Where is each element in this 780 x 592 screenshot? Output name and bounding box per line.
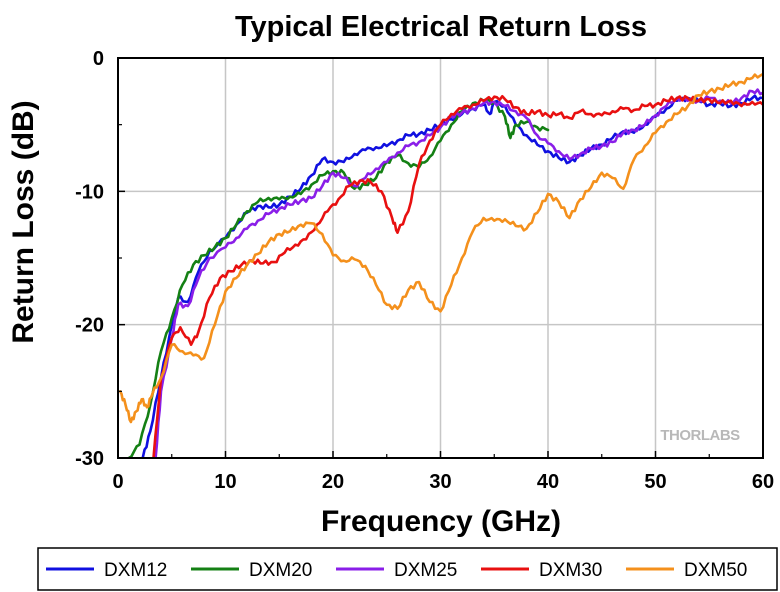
series-line-dxm30 — [152, 95, 763, 458]
x-tick-label: 50 — [644, 471, 666, 493]
series-line-dxm25 — [154, 88, 763, 458]
axes: 0 10 20 30 40 50 60 0 -10 -20 -30 — [75, 48, 774, 493]
series-line-dxm20 — [127, 97, 550, 458]
thorlabs-watermark: THORLABS — [660, 427, 740, 444]
chart-title: Typical Electrical Return Loss — [235, 11, 647, 43]
y-tick-label: -10 — [75, 181, 104, 203]
y-tick-label: 0 — [93, 48, 104, 70]
legend-label-dxm25: DXM25 — [394, 560, 457, 581]
x-tick-label: 40 — [537, 471, 559, 493]
series-lines — [118, 72, 763, 458]
x-tick-label: 0 — [112, 471, 123, 493]
x-tick-label: 60 — [752, 471, 774, 493]
y-tick-label: -30 — [75, 448, 104, 470]
y-axis-label: Return Loss (dB) — [7, 100, 40, 343]
legend-label-dxm50: DXM50 — [684, 560, 747, 581]
x-tick-label: 20 — [322, 471, 344, 493]
y-tick-label: -20 — [75, 315, 104, 337]
x-tick-label: 10 — [214, 471, 236, 493]
legend-label-dxm20: DXM20 — [249, 560, 312, 581]
grid — [118, 58, 763, 458]
legend: DXM12 DXM20 DXM25 DXM30 DXM50 — [37, 547, 778, 591]
series-line-dxm50 — [118, 72, 763, 424]
legend-label-dxm12: DXM12 — [104, 560, 167, 581]
legend-label-dxm30: DXM30 — [539, 560, 602, 581]
x-axis-label: Frequency (GHz) — [321, 505, 561, 538]
x-tick-label: 30 — [429, 471, 451, 493]
